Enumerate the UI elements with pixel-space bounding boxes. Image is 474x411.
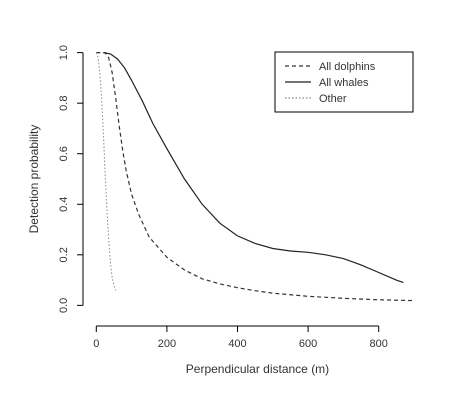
y-axis-title: Detection probability [27,125,41,234]
x-tick-label: 200 [158,338,176,350]
series-layer [95,51,415,302]
y-tick-label: 1.0 [58,45,70,60]
legend: All dolphins All whales Other [274,51,414,113]
y-tick-label: 0.4 [58,197,70,212]
x-tick-label: 0 [93,338,99,350]
legend-label: All dolphins [319,61,376,73]
legend-label: Other [319,93,347,105]
legend-label: All whales [319,77,369,89]
series-line-other [95,52,117,291]
series-line-all-whales [103,52,404,284]
y-tick-label: 0.6 [58,146,70,161]
x-axis-title: Perpendicular distance (m) [186,362,329,376]
x-tick-label: 600 [299,338,317,350]
y-axis-ticks: 0.0 0.2 0.4 0.6 0.8 1.0 [58,45,83,313]
y-tick-label: 0.0 [58,298,70,313]
x-axis-ticks: 0 200 400 600 800 [93,326,388,350]
x-tick-label: 800 [370,338,388,350]
y-tick-label: 0.2 [58,247,70,262]
y-tick-label: 0.8 [58,96,70,111]
x-tick-label: 400 [228,338,246,350]
series-line-all-dolphins [96,51,415,302]
